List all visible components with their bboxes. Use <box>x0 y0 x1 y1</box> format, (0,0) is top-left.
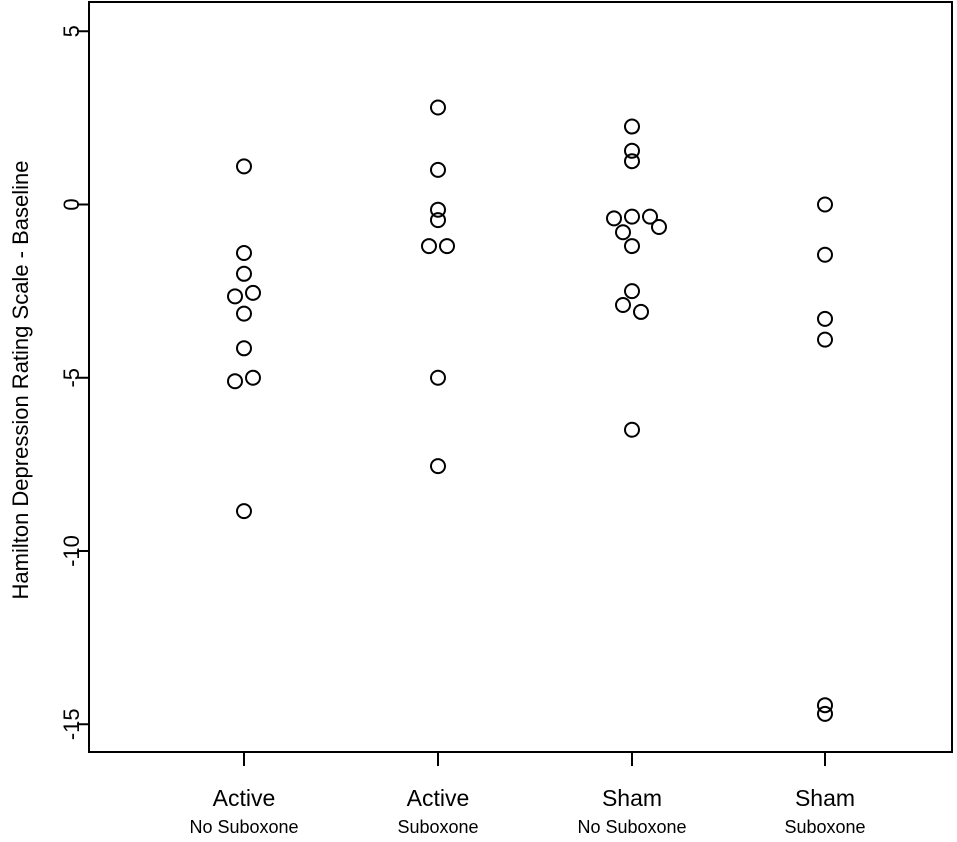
data-point <box>236 340 252 357</box>
x-category-sublabel: No Suboxone <box>189 817 298 837</box>
data-point <box>227 373 243 390</box>
y-tick-label: 5 <box>59 25 84 37</box>
data-point <box>633 303 649 320</box>
y-axis: 5 0 -5 -10 -15 <box>59 25 89 740</box>
data-point <box>430 212 446 229</box>
data-point <box>642 208 658 225</box>
y-tick-label: -5 <box>59 368 84 388</box>
data-point <box>421 238 437 255</box>
data-point <box>430 161 446 178</box>
data-point <box>227 288 243 305</box>
y-tick-label: -10 <box>59 535 84 567</box>
data-point <box>236 503 252 520</box>
data-point <box>651 219 667 236</box>
data-point <box>624 238 640 255</box>
data-point <box>236 305 252 322</box>
x-category-label: Sham <box>795 785 855 811</box>
x-category-label: Sham <box>602 785 662 811</box>
data-point <box>236 265 252 282</box>
data-point <box>430 458 446 475</box>
data-point <box>439 238 455 255</box>
x-category-sublabel: No Suboxone <box>577 817 686 837</box>
data-point <box>624 153 640 170</box>
data-point <box>817 246 833 263</box>
data-point <box>430 369 446 386</box>
x-category-label: Active <box>407 785 470 811</box>
data-point <box>624 283 640 300</box>
x-category-sublabel: Suboxone <box>784 817 865 837</box>
data-point <box>624 421 640 438</box>
data-point <box>817 196 833 213</box>
data-point <box>615 296 631 313</box>
data-point <box>624 118 640 135</box>
data-point <box>236 158 252 175</box>
data-points <box>227 99 833 722</box>
data-point <box>245 284 261 301</box>
plot-frame <box>88 1 953 753</box>
y-tick-label: -15 <box>59 708 84 740</box>
data-point <box>430 201 446 218</box>
data-point <box>817 697 833 714</box>
data-point <box>236 245 252 262</box>
x-category-sublabel: Suboxone <box>397 817 478 837</box>
data-point <box>615 224 631 241</box>
x-category-label: Active <box>213 785 276 811</box>
data-point <box>817 310 833 327</box>
data-point <box>624 142 640 159</box>
data-point <box>817 331 833 348</box>
data-point <box>817 705 833 722</box>
data-point <box>606 210 622 227</box>
y-axis-title: Hamilton Depression Rating Scale - Basel… <box>8 161 33 600</box>
data-point <box>245 369 261 386</box>
y-tick-label: 0 <box>59 198 84 210</box>
x-axis: Active No Suboxone Active Suboxone Sham No Su… <box>189 752 866 837</box>
data-point <box>430 99 446 116</box>
data-point <box>624 208 640 225</box>
